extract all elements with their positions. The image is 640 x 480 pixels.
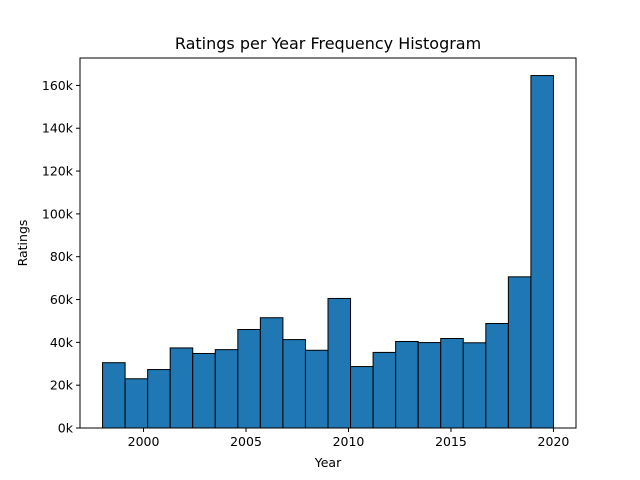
y-tick-label: 160k	[42, 78, 74, 93]
histogram-bar	[192, 352, 216, 429]
histogram-bar	[304, 349, 329, 429]
bars-group	[102, 75, 554, 429]
histogram-bar	[282, 339, 306, 429]
histogram-bar	[485, 323, 509, 429]
y-tick-label: 100k	[42, 206, 74, 221]
histogram-bar	[214, 349, 239, 429]
y-axis: 0k 20k 40k 60k 80k 100k 120k 140k 160k	[42, 78, 80, 436]
y-tick-label: 120k	[42, 164, 74, 179]
histogram-bar	[327, 297, 352, 429]
y-tick-label: 60k	[50, 292, 74, 307]
x-axis: 2000 2005 2010 2015 2020	[128, 428, 570, 449]
histogram-bar	[440, 338, 464, 429]
x-tick-label: 2020	[538, 434, 570, 449]
histogram-bar	[507, 276, 532, 429]
histogram-bar	[102, 362, 126, 429]
histogram-bar	[350, 366, 374, 429]
x-tick-label: 2015	[435, 434, 467, 449]
histogram-bar	[462, 342, 487, 429]
y-tick-label: 0k	[58, 421, 74, 436]
plot-frame	[79, 57, 577, 429]
y-tick-label: 40k	[50, 335, 74, 350]
histogram-bar	[237, 329, 261, 429]
x-axis-label: Year	[314, 455, 342, 470]
y-tick-label: 20k	[50, 378, 74, 393]
y-tick-label: 140k	[42, 121, 74, 136]
histogram-bar	[124, 378, 149, 429]
histogram-bar	[372, 351, 397, 429]
histogram-bar	[259, 317, 284, 429]
histogram-bar	[395, 341, 419, 429]
histogram-bar	[417, 342, 442, 429]
histogram-bar	[147, 369, 171, 429]
x-tick-label: 2010	[333, 434, 365, 449]
x-tick-label: 2000	[128, 434, 160, 449]
y-tick-label: 80k	[50, 249, 74, 264]
histogram-bar	[169, 347, 194, 429]
x-tick-label: 2005	[230, 434, 262, 449]
chart-title: Ratings per Year Frequency Histogram	[175, 34, 481, 53]
y-axis-label: Ratings	[15, 220, 30, 267]
histogram-bar	[530, 75, 554, 429]
